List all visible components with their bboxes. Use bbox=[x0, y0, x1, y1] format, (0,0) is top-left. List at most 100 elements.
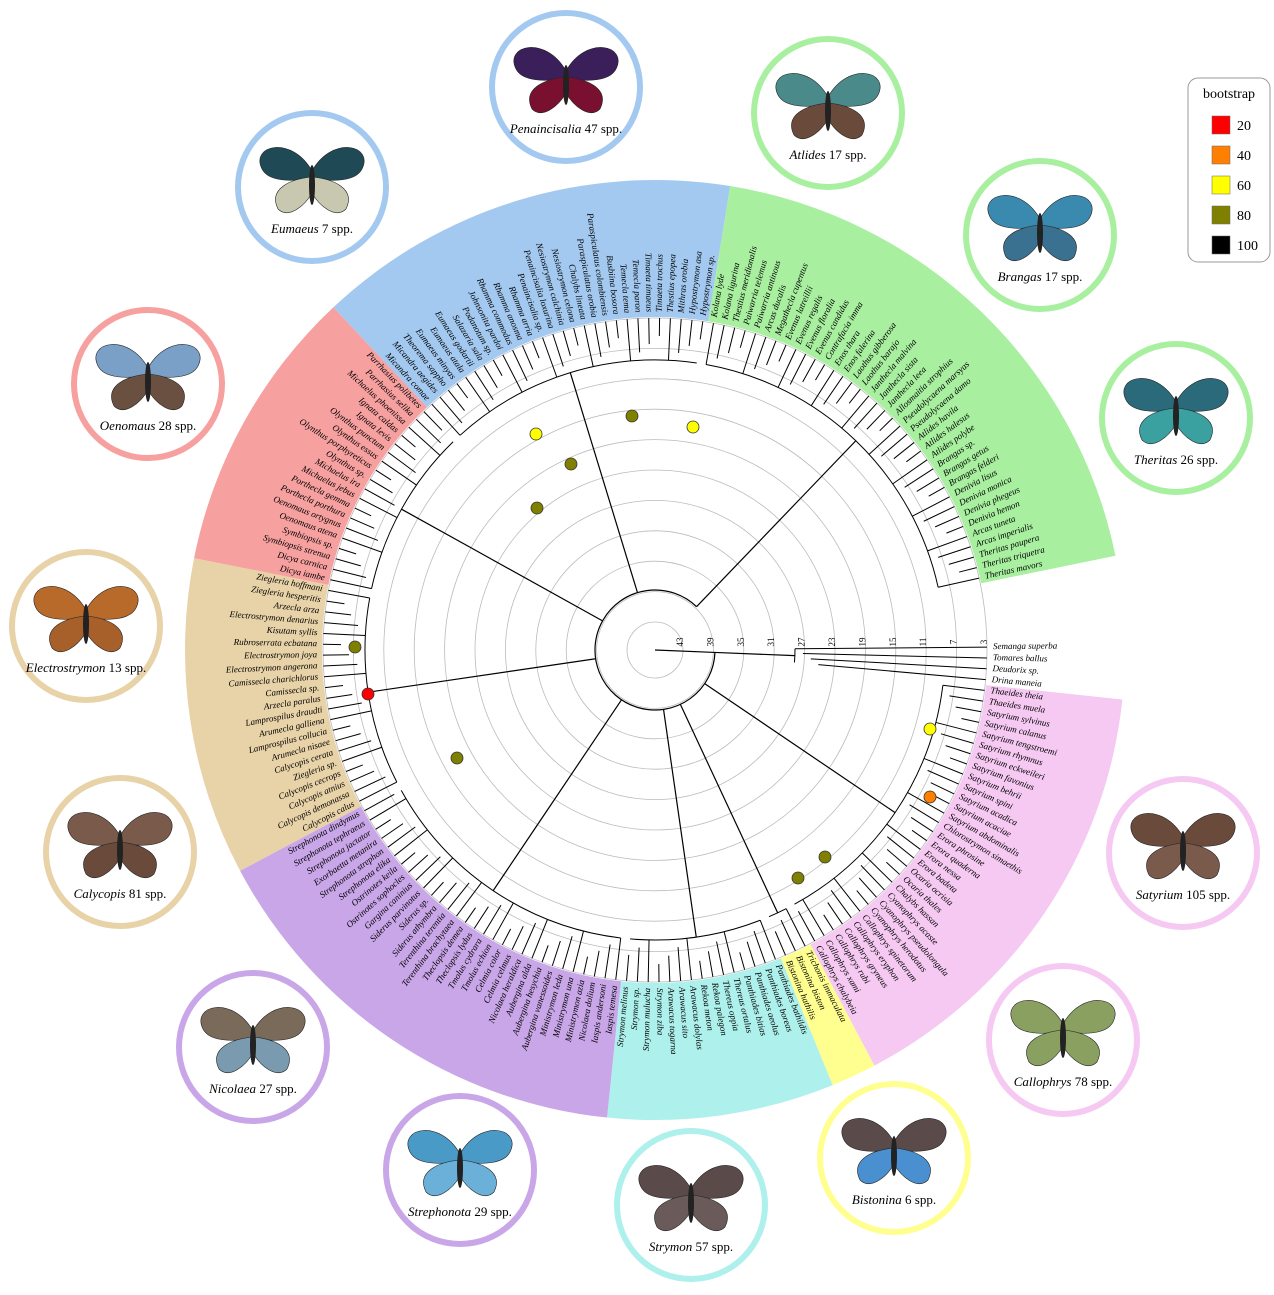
branch bbox=[815, 365, 824, 380]
genus-species-count: 105 spp. bbox=[1186, 887, 1230, 902]
genus-badge: Strephonota 29 spp. bbox=[386, 1096, 534, 1244]
branch bbox=[333, 726, 350, 730]
branch bbox=[824, 915, 834, 930]
branch bbox=[584, 957, 588, 975]
branch bbox=[959, 568, 976, 572]
genus-species-count: 17 spp. bbox=[1045, 269, 1083, 284]
bootstrap-node bbox=[687, 421, 699, 433]
branch bbox=[401, 853, 415, 865]
branch bbox=[330, 711, 371, 720]
branch bbox=[627, 319, 631, 361]
branch bbox=[685, 858, 696, 937]
time-tick-label: 19 bbox=[857, 637, 867, 647]
branch bbox=[679, 319, 682, 353]
branch bbox=[961, 718, 979, 722]
body bbox=[563, 65, 569, 105]
genus-badge: Brangas 17 spp. bbox=[966, 161, 1114, 309]
branch bbox=[325, 612, 351, 615]
branch bbox=[938, 578, 979, 587]
genus-species-count: 6 spp. bbox=[905, 1192, 936, 1207]
legend-title: bootstrap bbox=[1203, 87, 1255, 102]
genus-species-count: 28 spp. bbox=[159, 418, 197, 433]
branch bbox=[689, 320, 692, 346]
body bbox=[1060, 1018, 1066, 1058]
bootstrap-node bbox=[530, 428, 542, 440]
branch bbox=[668, 318, 670, 360]
branch bbox=[935, 516, 959, 526]
branch bbox=[447, 659, 595, 681]
branch bbox=[894, 442, 914, 458]
branch bbox=[552, 941, 560, 966]
body bbox=[1173, 396, 1179, 436]
branch bbox=[861, 865, 885, 890]
branch bbox=[924, 507, 955, 522]
branch bbox=[471, 548, 602, 621]
branch bbox=[350, 771, 374, 781]
genus-badge: Electrostrymon 13 spp. bbox=[12, 552, 160, 700]
genus-badge: Satyrium 105 spp. bbox=[1109, 779, 1257, 927]
legend-swatch bbox=[1212, 236, 1230, 254]
branch bbox=[448, 390, 464, 410]
legend-label: 60 bbox=[1237, 179, 1251, 194]
time-tick-label: 39 bbox=[705, 637, 715, 647]
branch bbox=[697, 498, 801, 606]
genus-badge: Penaincisalia 47 spp. bbox=[492, 13, 640, 161]
branch bbox=[616, 938, 621, 980]
branch bbox=[705, 684, 829, 768]
branch bbox=[740, 330, 745, 347]
branch bbox=[402, 435, 416, 447]
genus-label: Satyrium 105 spp. bbox=[1136, 887, 1230, 902]
branch bbox=[744, 840, 778, 912]
branch bbox=[700, 321, 703, 339]
branch bbox=[493, 360, 502, 376]
branch bbox=[803, 900, 824, 936]
branch bbox=[323, 633, 365, 635]
genus-label: Brangas 17 spp. bbox=[998, 269, 1083, 284]
branch bbox=[327, 695, 353, 699]
branch bbox=[325, 686, 343, 688]
branch bbox=[440, 397, 462, 423]
branch bbox=[503, 355, 522, 392]
branch bbox=[867, 410, 885, 429]
body bbox=[1037, 213, 1043, 253]
genus-name: Bistonina bbox=[852, 1192, 902, 1207]
genus-name: Nicolaea bbox=[208, 1081, 256, 1096]
genus-name: Strephonota bbox=[408, 1204, 472, 1219]
branch bbox=[605, 945, 610, 979]
branch bbox=[522, 346, 532, 370]
branch bbox=[946, 526, 963, 533]
branch bbox=[339, 548, 356, 554]
branch bbox=[836, 383, 851, 404]
branch bbox=[680, 704, 743, 840]
branch bbox=[928, 537, 967, 551]
branch bbox=[706, 323, 713, 364]
branch bbox=[740, 952, 745, 969]
branch bbox=[743, 334, 756, 374]
genus-name: Satyrium bbox=[1136, 887, 1183, 902]
branch bbox=[906, 451, 920, 462]
branch bbox=[570, 373, 593, 450]
branch bbox=[513, 350, 528, 381]
branch bbox=[401, 509, 471, 548]
branch bbox=[355, 777, 386, 791]
genus-name: Oenomaus bbox=[100, 418, 156, 433]
genus-name: Theritas bbox=[1134, 452, 1177, 467]
branch bbox=[328, 703, 361, 709]
branch bbox=[388, 827, 415, 847]
bootstrap-node bbox=[565, 458, 577, 470]
branch bbox=[327, 601, 345, 604]
body bbox=[83, 604, 89, 644]
branch bbox=[824, 376, 843, 404]
branch bbox=[950, 758, 967, 764]
branch bbox=[448, 883, 469, 910]
branch bbox=[828, 903, 843, 924]
branch bbox=[408, 855, 427, 872]
branch bbox=[346, 765, 363, 772]
branch bbox=[522, 923, 536, 954]
branch bbox=[595, 323, 601, 356]
branch bbox=[859, 878, 876, 897]
branch bbox=[424, 858, 453, 888]
branch bbox=[502, 929, 510, 945]
branch bbox=[627, 955, 629, 981]
branch bbox=[862, 853, 892, 882]
